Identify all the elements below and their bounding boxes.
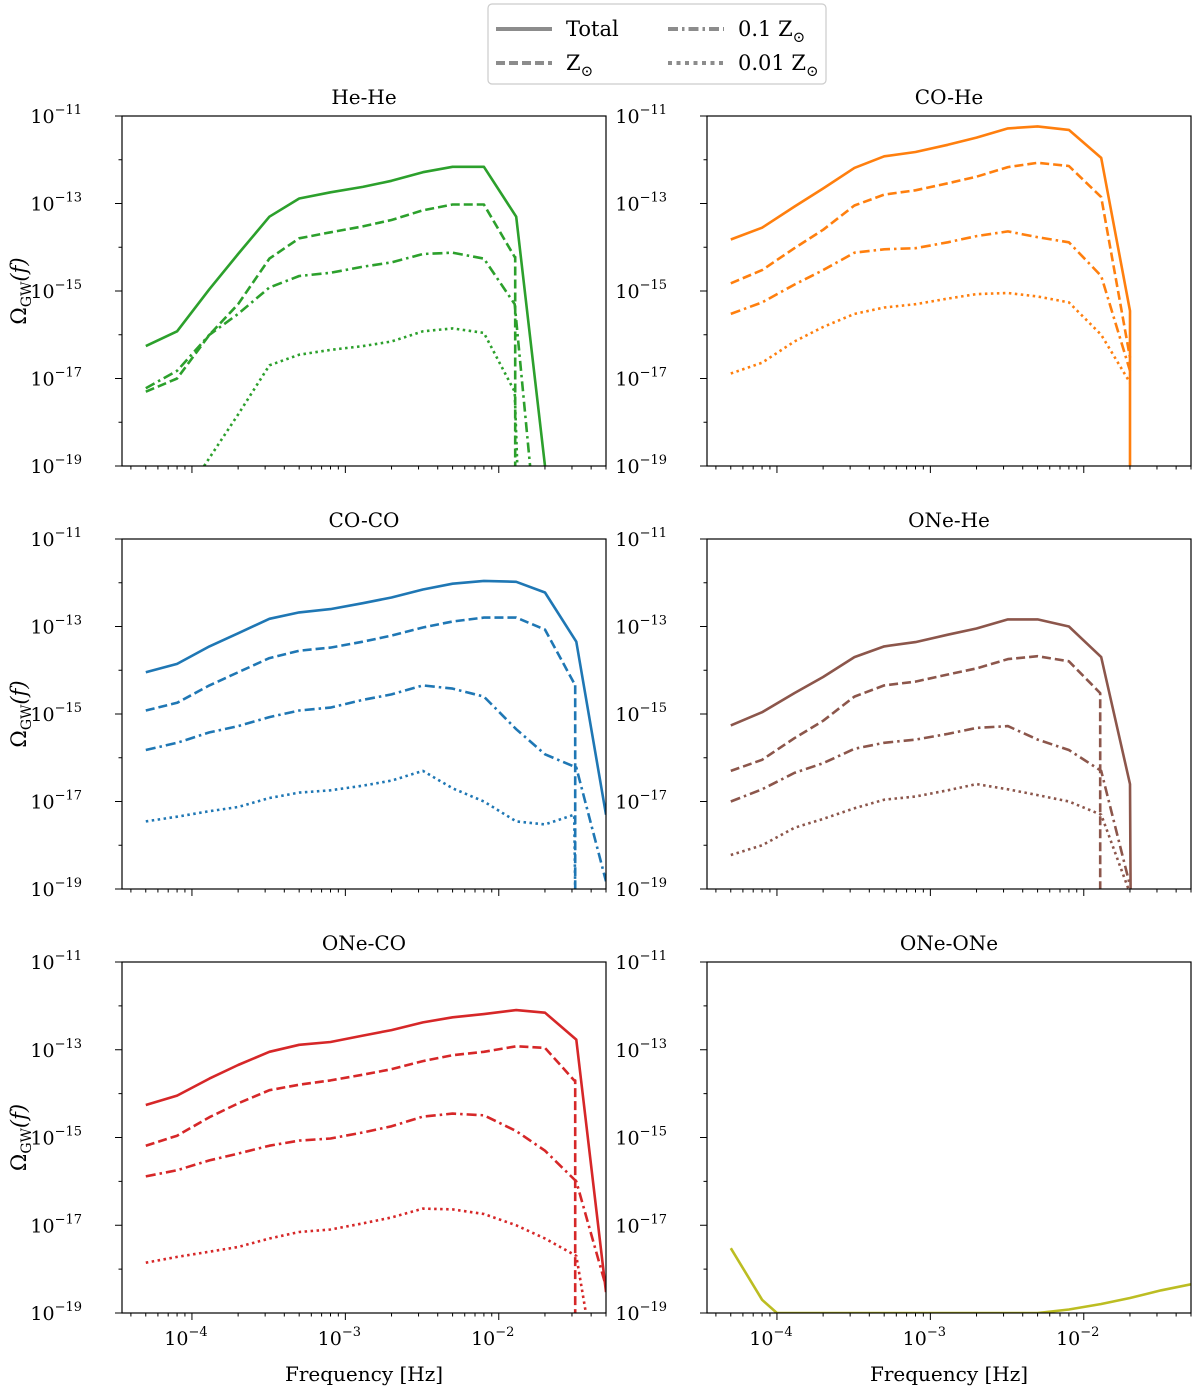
plot-frame [121,115,607,467]
series-group [145,1008,606,1313]
series-line-dotted [145,769,577,889]
panels: 10−1110−1310−1510−1710−19He-HeΩGW(f)10−1… [7,85,1192,1386]
series-group [145,165,547,466]
legend-label: 0.01 Z⊙ [738,51,819,80]
legend-label: 0.1 Z⊙ [738,17,805,46]
x-tick-label: 10−4 [749,1325,792,1350]
series-line-dotted [730,782,1130,889]
series-line-solid [145,165,547,466]
x-tick-label: 10−4 [164,1325,207,1350]
panel-title: ONe-ONe [900,931,998,955]
y-tick-label: 10−17 [615,789,667,814]
series-line-dashed [730,161,1132,358]
legend-label: Z⊙ [566,51,593,80]
series-group [729,1247,1191,1313]
chart-panel-0: 10−11 10−13 10−15 10−17 10−19 He-He ΩGW(f) [7,85,607,478]
y-tick-label: 10−13 [615,1037,667,1062]
series-group [145,579,606,889]
series-line-dashdot [145,1112,606,1287]
y-tick-label: 10−13 [615,614,667,639]
y-tick-label: 10−17 [30,1212,82,1237]
y-tick-label: 10−15 [30,701,82,726]
x-axis-label: Frequency [Hz] [870,1362,1028,1386]
y-tick-label: 10−13 [615,191,667,216]
chart-panel-3: 10−11 10−13 10−15 10−17 10−19 ONe-He [615,508,1192,901]
y-tick-label: 10−11 [30,526,82,551]
chart-panel-2: 10−11 10−13 10−15 10−17 10−19 CO-CO ΩGW(f) [7,508,607,901]
legend-label: Total [566,17,619,41]
panel-title: ONe-CO [322,931,406,955]
series-line-dashed [145,1045,577,1313]
series-line-dashed [730,654,1102,889]
x-axis-label: Frequency [Hz] [285,1362,443,1386]
series-group [730,125,1132,466]
x-tick-label: 10−2 [1056,1325,1099,1350]
chart-panel-4: 10−4 10−3 10−2 10−11 10−13 10−15 10−17 10−19 ONe… [7,931,607,1386]
series-line-solid [730,125,1132,466]
y-tick-label: 10−11 [615,526,667,551]
plot-frame [706,538,1192,890]
plot-frame [706,961,1192,1314]
series-group [730,618,1132,889]
series-line-dashed [145,616,577,889]
series-line-dotted [730,291,1132,384]
legend: Total Z⊙ 0.1 Z⊙ 0.01 Z⊙ [487,3,827,85]
series-line-dotted [203,327,519,466]
y-tick-label: 10−19 [615,1300,667,1325]
series-line-solid [730,618,1132,889]
y-tick-label: 10−15 [30,278,82,303]
y-tick-label: 10−11 [615,103,667,128]
y-tick-label: 10−15 [615,701,667,726]
series-line-solid [729,1247,1191,1313]
series-line-dashdot [145,684,606,882]
series-line-solid [145,579,606,815]
plot-frame [121,961,607,1314]
y-tick-label: 10−11 [30,949,82,974]
series-line-dashdot [145,251,532,466]
y-tick-label: 10−17 [615,366,667,391]
series-line-dashdot [730,724,1132,886]
series-line-dashed [145,203,517,466]
y-tick-label: 10−19 [30,876,82,901]
chart-panel-1: 10−11 10−13 10−15 10−17 10−19 CO-He [615,85,1192,478]
legend-frame [487,3,827,85]
series-line-dotted [145,1207,588,1313]
y-tick-label: 10−19 [30,1300,82,1325]
series-line-solid [145,1008,606,1293]
x-tick-label: 10−3 [903,1325,946,1350]
panel-title: CO-CO [329,508,400,532]
y-axis-label: ΩGW(f) [7,1104,35,1171]
x-tick-label: 10−2 [471,1325,514,1350]
panel-title: He-He [331,85,396,109]
y-axis-label: ΩGW(f) [7,680,35,747]
y-tick-label: 10−11 [30,103,82,128]
series-line-dashdot [730,230,1132,372]
panel-title: CO-He [915,85,983,109]
y-axis-label: ΩGW(f) [7,257,35,324]
panel-title: ONe-He [908,508,990,532]
y-tick-label: 10−17 [615,1212,667,1237]
y-tick-label: 10−19 [615,876,667,901]
chart-panel-5: 10−4 10−3 10−2 10−11 10−13 10−15 10−17 10−19 ONe… [615,931,1192,1386]
plot-frame [121,538,607,890]
y-tick-label: 10−17 [30,789,82,814]
y-tick-label: 10−13 [30,614,82,639]
y-tick-label: 10−19 [30,453,82,478]
y-tick-label: 10−15 [615,278,667,303]
y-tick-label: 10−19 [615,453,667,478]
y-tick-label: 10−17 [30,366,82,391]
y-tick-label: 10−13 [30,191,82,216]
y-tick-label: 10−15 [30,1125,82,1150]
x-tick-label: 10−3 [318,1325,361,1350]
y-tick-label: 10−13 [30,1037,82,1062]
y-tick-label: 10−15 [615,1125,667,1150]
y-tick-label: 10−11 [615,949,667,974]
